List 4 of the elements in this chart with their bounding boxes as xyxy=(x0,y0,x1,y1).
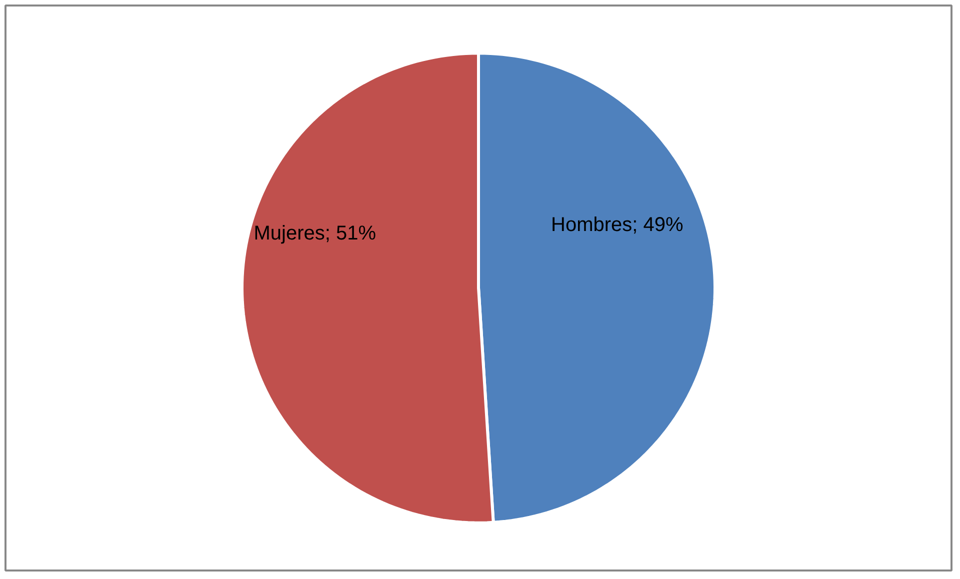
slice-label: Hombres xyxy=(551,214,632,236)
data-label: ; 51% xyxy=(324,222,376,244)
data-label: ; 49% xyxy=(632,214,684,236)
slice-label: Mujeres xyxy=(254,222,325,244)
